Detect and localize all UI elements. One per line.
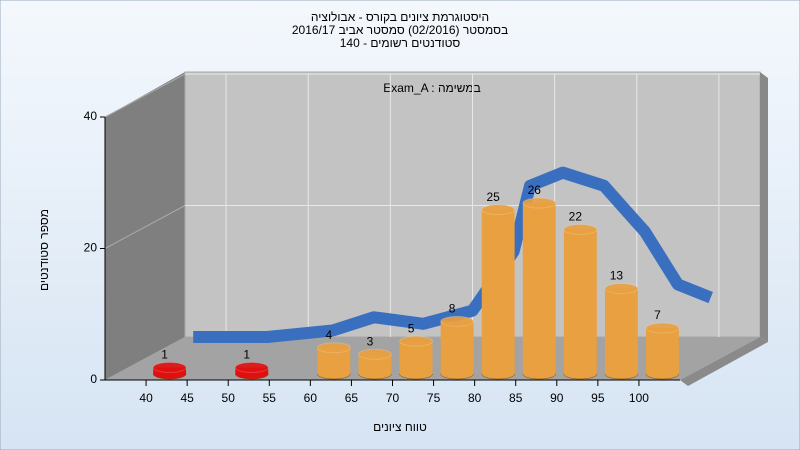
value-label: 7: [654, 308, 661, 322]
bar-part: [440, 315, 475, 327]
bar-part: [481, 209, 515, 374]
bar: [481, 204, 516, 380]
value-label: 1: [243, 348, 250, 362]
x-tick-label: 65: [345, 391, 359, 405]
bar: [234, 361, 269, 380]
bar-part: [358, 354, 392, 374]
bar-part: [399, 341, 433, 374]
bar: [563, 223, 598, 380]
grid-line: [104, 205, 186, 249]
x-tick-label: 80: [468, 391, 482, 405]
x-tick-label: 100: [629, 391, 649, 405]
x-tick-label: 95: [591, 391, 605, 405]
value-label: 22: [569, 210, 583, 224]
bar-part: [316, 342, 351, 354]
value-label: 8: [449, 302, 456, 316]
bar-part: [152, 361, 187, 373]
x-tick-label: 75: [427, 391, 441, 405]
value-label: 26: [528, 183, 542, 197]
bar-part: [646, 327, 679, 374]
value-label: 13: [610, 269, 624, 283]
left-wall: [105, 72, 185, 380]
bar-part: [563, 229, 597, 374]
bar: [604, 283, 639, 380]
bar: [358, 348, 392, 380]
bar-part: [358, 348, 392, 360]
x-tick-label: 60: [304, 391, 318, 405]
y-tick-label: 20: [84, 241, 98, 255]
x-tick-label: 90: [550, 391, 564, 405]
floor-edge: [680, 337, 768, 386]
bar-part: [604, 288, 638, 374]
bar-part: [645, 322, 680, 334]
value-label: 25: [486, 190, 500, 204]
value-label: 1: [161, 348, 168, 362]
bar-part: [563, 223, 598, 235]
y-axis-label: מספר סטודנטים: [37, 209, 51, 291]
chart-title: היסטוגרמת ציונים בקורס - אבולוציה: [311, 10, 489, 24]
bar: [522, 197, 557, 380]
grid-line: [104, 73, 186, 118]
chart-title: בסמסטר (02/2016) סמסטר אביב 2016/17: [292, 23, 508, 37]
bar: [399, 335, 433, 380]
chart-title: 140 - סטודנטים רשומים: [340, 36, 461, 50]
x-tick-label: 50: [222, 391, 236, 405]
x-tick-label: 55: [263, 391, 277, 405]
x-axis-label: טווח ציונים: [373, 420, 427, 434]
x-tick-label: 40: [139, 391, 153, 405]
bar: [316, 342, 351, 380]
value-label: 3: [367, 334, 374, 348]
bar-part: [522, 197, 557, 209]
value-label: 4: [326, 328, 333, 342]
annotation: Exam_A : במשימה: [383, 81, 481, 95]
bar: [440, 315, 475, 380]
bar: [152, 361, 187, 380]
bar: [645, 322, 680, 380]
y-tick-label: 0: [90, 372, 97, 386]
bar-part: [234, 361, 269, 373]
bar-part: [440, 321, 474, 374]
wall-edge: [760, 72, 768, 342]
bar-part: [604, 283, 639, 295]
y-tick-label: 40: [84, 109, 98, 123]
x-tick-label: 85: [509, 391, 523, 405]
bar-part: [481, 204, 516, 216]
x-tick-label: 70: [386, 391, 400, 405]
bar-part: [522, 203, 556, 374]
value-label: 5: [408, 321, 415, 335]
x-tick-label: 45: [180, 391, 194, 405]
bar-part: [399, 335, 433, 347]
